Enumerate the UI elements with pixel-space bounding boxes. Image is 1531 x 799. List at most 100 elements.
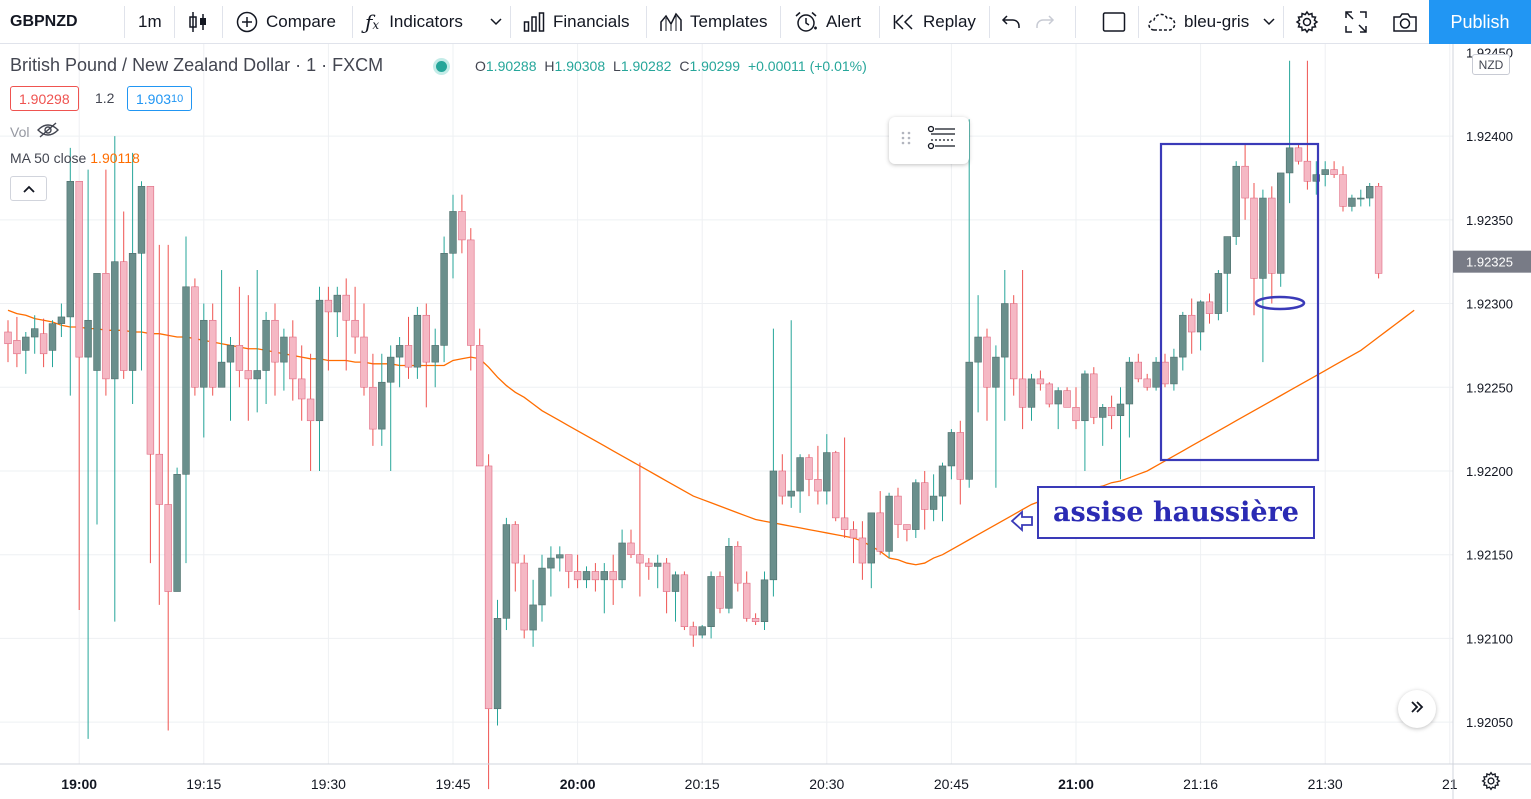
candle-body	[920, 482, 929, 510]
sell-price-button[interactable]: 1.90298	[10, 86, 79, 111]
candle-body	[858, 537, 867, 564]
candle-body	[760, 579, 769, 622]
vol-label: Vol	[10, 123, 30, 140]
object-tree-icon[interactable]	[927, 125, 957, 156]
candle-body	[671, 574, 680, 592]
candle-body	[867, 512, 876, 564]
toolbar-divider	[352, 6, 353, 38]
highlight-ellipse	[1254, 295, 1306, 311]
layout-name-label: bleu-gris	[1184, 12, 1250, 31]
gear-icon	[1481, 770, 1501, 796]
candle-body	[1277, 172, 1285, 274]
candle-body	[280, 336, 288, 363]
candle-body	[840, 517, 849, 530]
candle-body	[297, 378, 306, 400]
candle-body	[618, 542, 626, 581]
candle-body	[306, 398, 315, 422]
y-tick-label: 1.92400	[1466, 129, 1513, 144]
chevron-up-icon	[22, 180, 35, 198]
ma-legend[interactable]: MA 50 close 1.90118	[10, 150, 140, 166]
candle-body	[520, 562, 528, 631]
candle-body	[1099, 407, 1107, 418]
ma-label: MA 50 close	[10, 150, 87, 166]
candle-body	[404, 345, 413, 368]
candle-body	[1303, 160, 1312, 182]
candle-body	[538, 567, 546, 606]
candle-body	[467, 239, 475, 346]
candle-body	[48, 323, 57, 351]
candle-body	[333, 294, 341, 313]
candle-body	[912, 482, 920, 530]
candle-body	[636, 554, 644, 564]
interval-label: 1m	[138, 12, 162, 31]
candle-body	[93, 273, 101, 371]
drag-handle-icon[interactable]	[901, 130, 911, 151]
chart-grid	[0, 44, 1453, 764]
layout-name-button[interactable]: bleu-gris	[1148, 0, 1249, 44]
expand-icon	[1345, 11, 1367, 33]
low-value: 1.90282	[620, 58, 672, 74]
scroll-to-realtime-button[interactable]	[1398, 690, 1436, 728]
undo-button[interactable]	[1001, 0, 1021, 44]
candle-body	[1001, 303, 1009, 358]
square-icon	[1102, 11, 1126, 33]
publish-button[interactable]: Publish	[1429, 0, 1531, 44]
annotation-textbox[interactable]: assise haussière	[1037, 486, 1315, 539]
candle-body	[707, 576, 715, 627]
candle-body	[137, 186, 146, 254]
financials-button[interactable]: Financials	[523, 0, 630, 44]
candle-body	[262, 319, 270, 371]
compare-label: Compare	[266, 12, 336, 31]
templates-button[interactable]: Templates	[660, 0, 767, 44]
candle-series	[4, 60, 1383, 790]
candle-body	[796, 457, 804, 492]
axis-settings-button[interactable]	[1476, 768, 1506, 798]
price-chart[interactable]: 1.92400 1.92350 1.92300 1.92250 1.92200 1.921…	[0, 44, 1531, 799]
candle-body	[102, 273, 110, 380]
snapshot-button[interactable]	[1392, 0, 1418, 44]
fullscreen-layout-button[interactable]	[1102, 0, 1126, 44]
symbol-search-button[interactable]: GBPNZD	[10, 0, 78, 44]
compare-button[interactable]: Compare	[236, 0, 336, 44]
candle-body	[1179, 314, 1187, 358]
candle-body	[823, 452, 831, 492]
buy-price-button[interactable]: 1.903 10	[127, 86, 193, 111]
candle-body	[1268, 197, 1276, 274]
collapse-legend-button[interactable]	[10, 176, 47, 201]
y-tick-label: 1.92150	[1466, 548, 1513, 563]
chart-style-button[interactable]	[187, 0, 209, 44]
redo-icon	[1035, 14, 1055, 30]
candle-body	[1090, 373, 1098, 418]
volume-legend[interactable]: Vol	[10, 122, 60, 141]
candle-body	[155, 453, 163, 505]
candle-body	[449, 211, 457, 254]
y-tick-label: 1.92100	[1466, 631, 1513, 646]
fullscreen-button[interactable]	[1345, 0, 1367, 44]
candle-body	[885, 495, 893, 552]
redo-button[interactable]	[1035, 0, 1055, 44]
candle-body	[1027, 378, 1036, 408]
candle-body	[1214, 273, 1223, 314]
current-price-label: 1.92325	[1466, 255, 1513, 270]
candle-body	[413, 314, 422, 368]
candle-body	[369, 386, 377, 430]
candle-body	[235, 345, 244, 371]
candle-body	[591, 571, 600, 581]
alert-button[interactable]: Alert	[794, 0, 861, 44]
indicators-dropdown[interactable]	[490, 0, 502, 44]
candle-body	[217, 361, 226, 388]
candle-body	[1348, 197, 1356, 207]
candle-body	[680, 574, 689, 627]
candle-body	[253, 370, 261, 380]
currency-badge[interactable]: NZD	[1472, 54, 1510, 75]
indicators-label: Indicators	[389, 12, 463, 31]
chart-axes: 1.92400 1.92350 1.92300 1.92250 1.92200 1.921…	[0, 44, 1531, 799]
settings-button[interactable]	[1295, 0, 1319, 44]
interval-button[interactable]: 1m	[138, 0, 162, 44]
layout-dropdown[interactable]	[1263, 0, 1275, 44]
candle-body	[662, 562, 671, 592]
indicators-button[interactable]: ƒx Indicators	[365, 0, 463, 44]
candle-body	[1161, 361, 1169, 385]
x-tick-label: 19:30	[311, 776, 346, 792]
replay-button[interactable]: Replay	[893, 0, 976, 44]
